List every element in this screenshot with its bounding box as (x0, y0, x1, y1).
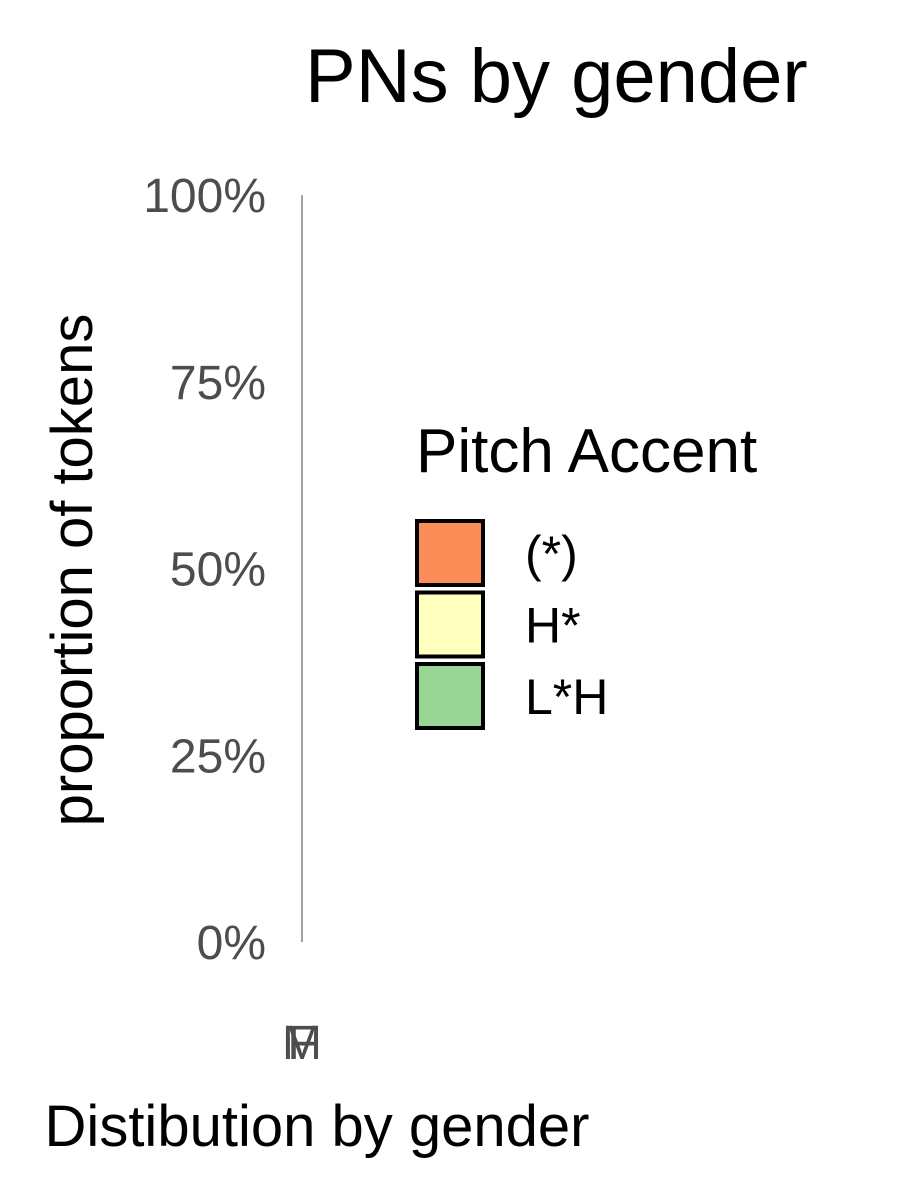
legend-label: H* (525, 598, 581, 654)
legend-key (415, 662, 485, 730)
legend-key (415, 519, 485, 587)
y-ticks: 0% 25% 50% 75% 100% (143, 170, 266, 970)
y-tick-label: 75% (170, 357, 266, 410)
x-tick-label: M (282, 1017, 322, 1070)
y-tick-label: 0% (197, 917, 266, 970)
x-tick-label: F (287, 1017, 316, 1070)
y-tick-label: 25% (170, 730, 266, 783)
legend-label: L*H (525, 669, 608, 725)
chart-title: PNs by gender (305, 34, 808, 119)
legend-label: (*) (525, 526, 578, 582)
x-ticks: FM (282, 1017, 322, 1070)
y-tick-label: 100% (143, 170, 266, 223)
legend-items: (*) H* L*H (415, 519, 608, 730)
y-tick-label: 50% (170, 544, 266, 597)
legend-title: Pitch Accent (416, 417, 757, 486)
legend-key (415, 590, 485, 659)
legend: Pitch Accent (*) H* L*H (415, 417, 757, 730)
y-axis-label: proportion of tokens (40, 314, 105, 827)
x-axis-label: Distibution by gender (45, 1094, 590, 1159)
